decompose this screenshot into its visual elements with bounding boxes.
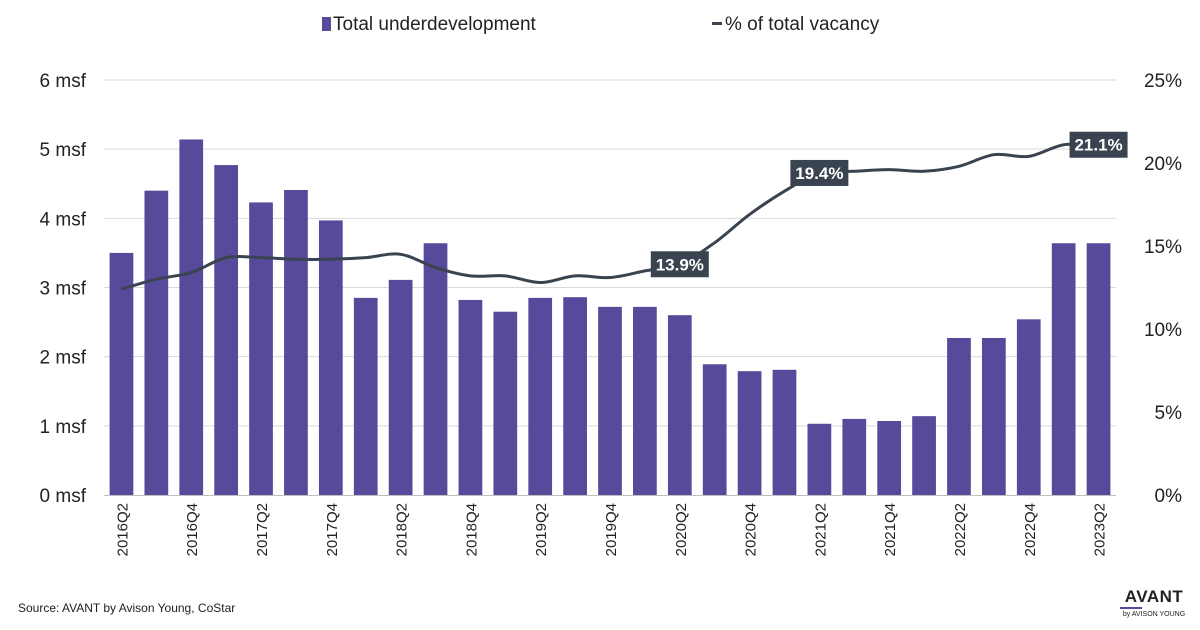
y-right-tick-label: 5% — [1155, 403, 1183, 424]
bar — [458, 299, 483, 495]
bar — [772, 369, 797, 495]
bar — [284, 189, 308, 495]
y-right-tick-label: 20% — [1144, 154, 1182, 175]
legend-line-swatch — [712, 22, 722, 25]
y-left-tick-label: 5 msf — [40, 140, 87, 161]
logo-wordmark: AVANT — [1124, 587, 1184, 606]
y-left-tick-label: 0 msf — [40, 486, 87, 507]
bar — [877, 420, 902, 495]
bar — [493, 311, 518, 495]
legend-item-line: % of total vacancy — [712, 14, 879, 36]
bar — [1016, 319, 1041, 495]
bar — [563, 297, 587, 495]
y-left-tick-label: 6 msf — [40, 71, 87, 92]
bar — [353, 297, 378, 495]
legend: Total underdevelopment % of total vacanc… — [0, 14, 1200, 40]
x-tick-label: 2018Q2 — [394, 503, 411, 556]
x-tick-label: 2017Q2 — [254, 503, 271, 556]
x-tick-label: 2021Q4 — [882, 503, 899, 556]
bar — [214, 165, 239, 495]
callout-label: 19.4% — [795, 164, 843, 183]
bar — [947, 337, 971, 495]
bar — [598, 306, 622, 495]
bar — [1086, 243, 1111, 495]
y-left-tick-label: 3 msf — [40, 279, 87, 300]
source-note: Source: AVANT by Avison Young, CoStar — [18, 601, 236, 615]
logo-accent-bar — [1120, 607, 1142, 609]
bar — [702, 364, 727, 495]
callout-box — [790, 159, 849, 186]
y-right-tick-label: 0% — [1155, 486, 1183, 507]
y-right-tick-label: 15% — [1144, 237, 1182, 258]
callout-box — [1069, 131, 1128, 158]
bar — [737, 371, 762, 495]
y-left-tick-label: 2 msf — [40, 348, 87, 369]
bar — [318, 220, 343, 496]
legend-line-label: % of total vacancy — [725, 14, 880, 35]
vacancy-line — [121, 142, 1099, 291]
bar — [633, 306, 657, 495]
y-right-tick-label: 25% — [1144, 71, 1182, 92]
bar — [807, 423, 832, 495]
bar — [179, 139, 204, 495]
bar — [423, 243, 448, 495]
y-right-tick-label: 10% — [1144, 320, 1182, 341]
callout-box — [650, 251, 709, 278]
callout-label: 13.9% — [656, 255, 704, 274]
x-tick-label: 2023Q2 — [1092, 503, 1109, 556]
x-tick-label: 2019Q2 — [533, 503, 550, 556]
x-tick-label: 2022Q2 — [952, 503, 969, 556]
x-tick-label: 2017Q4 — [324, 503, 341, 556]
legend-bar-swatch — [322, 17, 331, 31]
x-tick-label: 2016Q4 — [184, 503, 201, 556]
x-tick-label: 2020Q4 — [743, 503, 760, 556]
y-left-tick-label: 1 msf — [40, 417, 87, 438]
y-left-tick-label: 4 msf — [40, 209, 87, 230]
x-tick-label: 2019Q4 — [603, 503, 620, 556]
bar — [1051, 243, 1076, 495]
x-tick-label: 2021Q2 — [812, 503, 829, 556]
callout-label: 21.1% — [1074, 136, 1122, 155]
legend-bar-label: Total underdevelopment — [333, 14, 536, 35]
bar — [528, 297, 553, 495]
avant-logo: AVANT by AVISON YOUNG — [1120, 588, 1188, 619]
x-tick-label: 2016Q2 — [114, 503, 131, 556]
x-tick-label: 2020Q2 — [673, 503, 690, 556]
legend-item-bars: Total underdevelopment — [322, 14, 536, 36]
bar — [667, 315, 692, 495]
bar — [144, 190, 169, 495]
x-tick-label: 2022Q4 — [1022, 503, 1039, 556]
bar — [109, 252, 134, 495]
bar — [388, 279, 413, 495]
bar — [249, 202, 273, 496]
bar — [912, 416, 936, 495]
logo-subtitle: by AVISON YOUNG — [1122, 611, 1186, 618]
bar — [842, 418, 867, 495]
bar — [981, 337, 1006, 495]
x-tick-label: 2018Q4 — [463, 503, 480, 556]
